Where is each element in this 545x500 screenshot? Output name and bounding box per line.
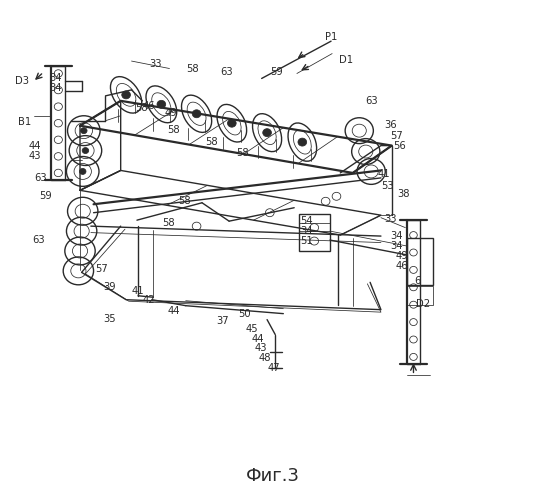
Text: 44: 44: [29, 140, 41, 150]
Text: 44: 44: [167, 306, 180, 316]
Circle shape: [227, 119, 236, 127]
Text: 45: 45: [246, 324, 258, 334]
Text: B1: B1: [17, 116, 31, 126]
Text: Фиг.3: Фиг.3: [245, 467, 300, 485]
Text: 39: 39: [104, 282, 116, 292]
Text: 58: 58: [205, 136, 218, 146]
Text: 6: 6: [415, 276, 421, 286]
Text: 43: 43: [255, 344, 267, 353]
Text: 34: 34: [50, 84, 62, 94]
Text: 58: 58: [178, 196, 191, 206]
Text: D3: D3: [15, 76, 29, 86]
Text: 41: 41: [132, 286, 144, 296]
Circle shape: [192, 110, 201, 118]
Bar: [407, 286, 433, 304]
Text: 58: 58: [167, 124, 180, 134]
Text: 34: 34: [300, 226, 312, 236]
Text: 33: 33: [150, 58, 162, 68]
Text: 58: 58: [162, 218, 175, 228]
Bar: [407, 238, 433, 285]
Text: 49: 49: [164, 108, 177, 118]
Circle shape: [122, 91, 130, 99]
Text: 34: 34: [50, 74, 62, 84]
Text: 58: 58: [135, 104, 148, 114]
Text: 36: 36: [384, 120, 397, 130]
Text: 58: 58: [186, 64, 198, 74]
Text: 44: 44: [251, 334, 264, 344]
Text: 58: 58: [237, 148, 249, 158]
Text: 42: 42: [143, 294, 155, 304]
Text: 48: 48: [258, 354, 271, 364]
Text: D1: D1: [338, 55, 353, 65]
Text: 50: 50: [238, 308, 251, 318]
Text: 46: 46: [143, 101, 155, 111]
Text: 63: 63: [32, 235, 45, 245]
Text: 56: 56: [393, 140, 406, 150]
Bar: [299, 214, 330, 251]
Text: 59: 59: [39, 192, 52, 202]
Text: 34: 34: [390, 231, 402, 241]
Text: 41: 41: [377, 170, 390, 179]
Text: 38: 38: [397, 190, 410, 200]
Text: 37: 37: [216, 316, 229, 326]
Text: 43: 43: [29, 150, 41, 160]
Text: 33: 33: [384, 214, 397, 224]
Text: 59: 59: [270, 67, 283, 77]
Circle shape: [298, 138, 307, 146]
Circle shape: [157, 100, 166, 108]
Circle shape: [263, 128, 271, 136]
Text: 34: 34: [390, 241, 402, 251]
Text: 53: 53: [381, 182, 394, 192]
Text: 46: 46: [395, 261, 408, 271]
Circle shape: [82, 148, 89, 154]
Text: 54: 54: [300, 216, 312, 226]
Text: 49: 49: [395, 251, 408, 261]
Text: P1: P1: [325, 32, 337, 42]
Circle shape: [81, 128, 87, 134]
Text: 35: 35: [104, 314, 116, 324]
Text: 63: 63: [365, 96, 378, 106]
Text: 57: 57: [390, 130, 403, 140]
Text: 63: 63: [220, 67, 233, 77]
Text: 63: 63: [34, 173, 47, 183]
Text: D2: D2: [416, 298, 431, 308]
Text: 47: 47: [267, 364, 280, 374]
Text: 51: 51: [300, 236, 312, 246]
Text: 57: 57: [95, 264, 108, 274]
Circle shape: [80, 168, 86, 174]
